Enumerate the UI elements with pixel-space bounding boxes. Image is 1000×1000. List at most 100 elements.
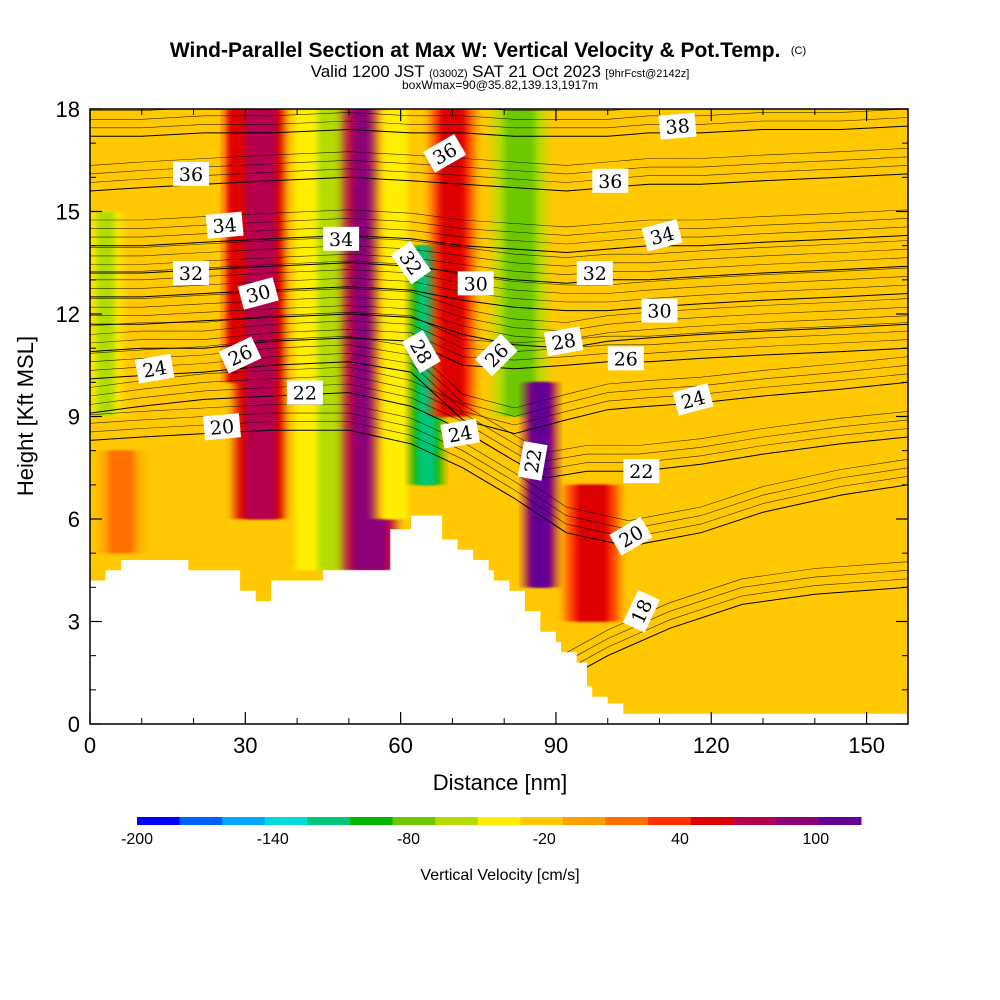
contour-label: 22 [623, 459, 660, 484]
isentrope-minor [90, 236, 908, 258]
isentrope-28 [90, 313, 908, 349]
contour-label: 38 [658, 112, 697, 140]
isentrope-26 [90, 337, 908, 370]
y-tick-label: 9 [68, 405, 80, 430]
contour-label-box [237, 277, 279, 310]
contour-label-text: 22 [629, 461, 653, 483]
colorbar-tick-label: -200 [121, 831, 153, 848]
contour-label: 24 [134, 353, 175, 384]
y-tick-label: 0 [68, 712, 80, 737]
isentrope-minor [90, 260, 908, 286]
velocity-field [90, 109, 619, 622]
contour-label-box [622, 589, 660, 633]
colorbar-tick-label: -20 [533, 831, 556, 848]
contour-label-box [517, 441, 548, 481]
colorbar-swatch [562, 817, 606, 825]
x-tick-label: 60 [388, 733, 412, 758]
contour-label-text: 32 [583, 263, 607, 285]
chart-subtitle: Valid 1200 JST (0300Z) SAT 21 Oct 2023 [… [311, 62, 690, 81]
contour-label: 20 [609, 516, 653, 556]
isentrope-minor [90, 383, 908, 470]
velocity-core [108, 450, 134, 554]
isentrope-32 [90, 262, 908, 284]
contour-label-box [205, 211, 244, 239]
isentrope-minor [90, 404, 908, 522]
isentrope-minor [90, 165, 908, 183]
contour-label: 36 [592, 168, 629, 193]
colorbar-swatch [775, 817, 819, 825]
colorbar-swatch [818, 817, 862, 825]
isentrope-minor [90, 277, 908, 303]
y-tick-label: 12 [56, 302, 80, 327]
contour-label: 24 [672, 383, 714, 416]
contour-label-box [592, 168, 629, 193]
isentrope-minor [90, 156, 908, 175]
contour-label-text: 24 [141, 357, 169, 383]
isentrope-minor [90, 305, 908, 340]
x-tick-label: 150 [848, 733, 885, 758]
contour-label-text: 26 [614, 348, 638, 370]
contour-label-box [543, 326, 584, 357]
contour-label-box [457, 271, 494, 296]
contour-label-box [475, 333, 518, 377]
colorbar-swatch [435, 817, 479, 825]
contour-label: 28 [543, 326, 584, 357]
contour-label-box [576, 261, 613, 285]
x-axis-label: Distance [nm] [433, 770, 568, 795]
colorbar-tick-label: 40 [671, 831, 689, 848]
y-tick-label: 15 [56, 200, 80, 225]
contour-label-box [423, 134, 467, 173]
contour-label-text: 22 [293, 383, 317, 405]
colorbar-swatch [222, 817, 266, 825]
colorbar-tick-label: -140 [257, 831, 289, 848]
colorbar-swatch [349, 817, 394, 825]
isentrope-minor [545, 561, 908, 665]
isentrope-38 [90, 125, 908, 137]
contour-label-box [623, 459, 660, 484]
contour-label: 36 [173, 161, 209, 186]
velocity-core [245, 109, 277, 519]
colorbar-swatch [648, 817, 692, 825]
colorbar-swatch [690, 817, 734, 825]
x-tick-label: 90 [544, 733, 568, 758]
contour-label-box [134, 353, 175, 384]
colorbar-swatch [307, 817, 351, 825]
colorbar-swatch [392, 817, 436, 825]
contour-label-box [323, 226, 360, 251]
contour-label-box [672, 383, 714, 416]
velocity-core [576, 484, 608, 622]
isentrope-minor [90, 366, 908, 453]
isentrope-36 [90, 173, 908, 192]
contour-label-box [218, 336, 262, 374]
contour-label-text: 30 [464, 273, 488, 295]
isentrope-minor [90, 109, 633, 111]
isentrope-minor [90, 148, 908, 166]
y-tick-label: 6 [68, 507, 80, 532]
y-axis-label: Height [Kft MSL] [13, 336, 38, 496]
contour-label-text: 36 [598, 171, 622, 193]
contour-label: 32 [576, 261, 613, 285]
isentrope-minor [90, 253, 908, 276]
contour-label: 26 [607, 346, 644, 371]
contour-label: 30 [641, 298, 678, 323]
isentrope-minor [545, 578, 908, 682]
isentrope-minor [90, 245, 908, 267]
contour-label-box [609, 516, 653, 556]
contour-label: 32 [173, 261, 209, 285]
contour-label-text: 36 [179, 164, 203, 186]
colorbar-tick-label: -80 [397, 831, 420, 848]
contour-label: 34 [323, 226, 360, 251]
contour-label-box [203, 413, 241, 441]
terrain [90, 515, 908, 724]
y-tick-label: 18 [56, 97, 80, 122]
contour-label: 34 [205, 211, 244, 239]
contour-label-text: 20 [209, 416, 235, 440]
isentrope-18 [545, 586, 908, 691]
velocity-core [96, 211, 115, 417]
isentrope-30 [90, 286, 908, 312]
contour-label-box [286, 380, 323, 405]
velocity-core [504, 109, 536, 417]
contour-label-box [173, 261, 209, 285]
